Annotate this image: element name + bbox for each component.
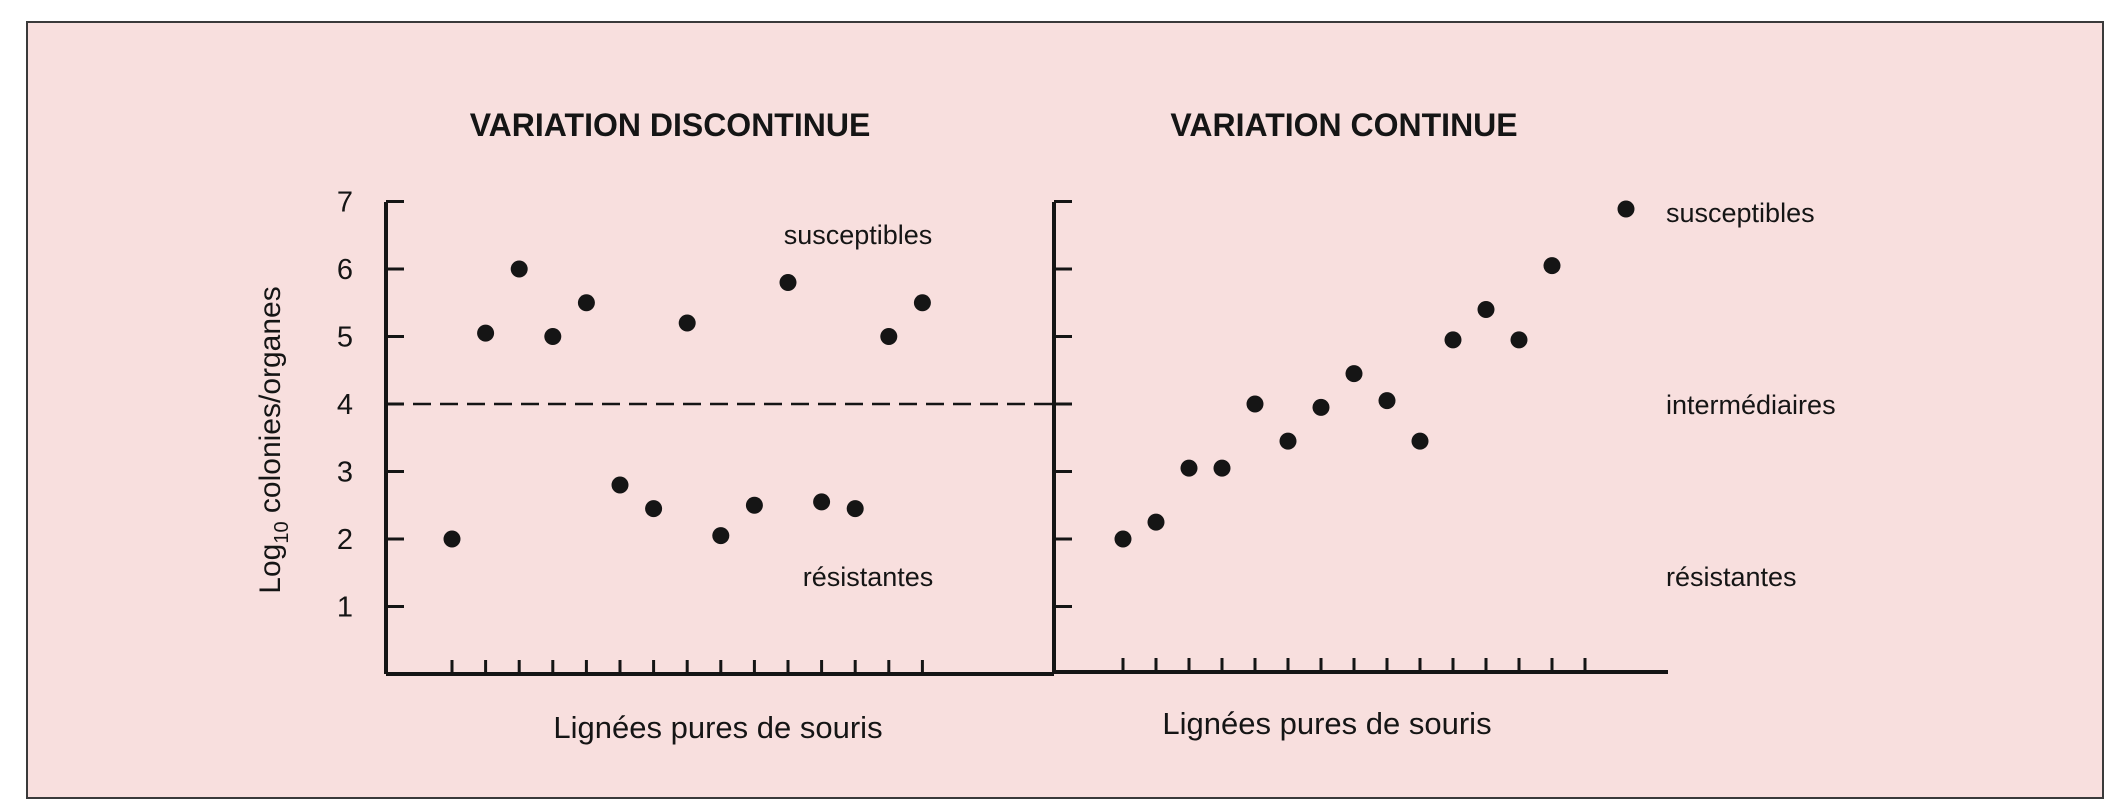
right-y-ticks bbox=[1054, 200, 1072, 608]
right-x-axis-label: Lignées pures de souris bbox=[1162, 706, 1491, 741]
right-point-2 bbox=[1147, 513, 1165, 531]
right-points bbox=[1114, 257, 1561, 548]
left-point-15 bbox=[913, 294, 931, 312]
right-panel: VARIATION CONTINUE susceptibles interméd… bbox=[1052, 107, 1836, 741]
y-tick-label-4: 4 bbox=[337, 389, 353, 421]
y-axis-label-log: Log bbox=[254, 544, 287, 594]
right-point-14 bbox=[1543, 257, 1561, 275]
right-point-9 bbox=[1378, 392, 1396, 410]
left-point-14 bbox=[880, 328, 898, 345]
y-tick-label-5: 5 bbox=[337, 322, 353, 354]
left-point-8 bbox=[678, 314, 696, 332]
left-chart-title: VARIATION DISCONTINUE bbox=[470, 107, 871, 143]
legend-dot-susceptibles bbox=[1617, 200, 1635, 218]
legend-susceptibles: susceptibles bbox=[1666, 198, 1815, 228]
right-point-1 bbox=[1114, 530, 1132, 548]
left-point-5 bbox=[577, 294, 595, 312]
right-point-10 bbox=[1411, 432, 1429, 450]
right-point-5 bbox=[1246, 395, 1264, 413]
left-point-9 bbox=[712, 527, 730, 545]
y-tick-label-7: 7 bbox=[337, 187, 353, 219]
right-point-13 bbox=[1510, 331, 1528, 349]
annotation-susceptibles: susceptibles bbox=[784, 220, 933, 250]
left-point-13 bbox=[846, 500, 864, 518]
left-point-2 bbox=[477, 324, 495, 342]
left-x-ticks bbox=[450, 660, 924, 674]
right-point-6 bbox=[1279, 432, 1297, 450]
y-axis-label-subscript: 10 bbox=[271, 521, 293, 543]
legend-intermediaires: intermédiaires bbox=[1666, 390, 1836, 420]
y-tick-label-3: 3 bbox=[337, 457, 353, 489]
y-tick-label-2: 2 bbox=[337, 524, 353, 556]
left-y-ticks: 1 2 3 4 5 6 7 bbox=[337, 187, 404, 624]
left-point-10 bbox=[745, 496, 763, 514]
left-points bbox=[443, 260, 931, 548]
y-tick-label-6: 6 bbox=[337, 254, 353, 286]
right-point-3 bbox=[1180, 459, 1198, 477]
left-point-6 bbox=[611, 476, 629, 494]
right-x-ticks bbox=[1121, 658, 1587, 672]
left-point-3 bbox=[510, 260, 528, 278]
y-tick-label-1: 1 bbox=[337, 592, 353, 624]
left-point-11 bbox=[779, 274, 797, 291]
y-axis-label: Log10 colonies/organes bbox=[254, 286, 293, 593]
right-chart-title: VARIATION CONTINUE bbox=[1170, 107, 1517, 143]
right-point-8 bbox=[1345, 365, 1363, 383]
figure-frame bbox=[26, 21, 2104, 799]
right-point-12 bbox=[1477, 301, 1495, 318]
left-x-axis-label: Lignées pures de souris bbox=[553, 710, 882, 745]
right-point-4 bbox=[1213, 459, 1231, 477]
left-panel: VARIATION DISCONTINUE 1 2 3 4 5 6 7 susceptibl… bbox=[254, 107, 1054, 745]
legend-resistantes: résistantes bbox=[1666, 562, 1797, 592]
right-point-11 bbox=[1444, 331, 1462, 349]
left-point-7 bbox=[645, 500, 663, 518]
left-point-12 bbox=[813, 493, 831, 511]
left-point-1 bbox=[443, 530, 461, 548]
left-point-4 bbox=[544, 328, 562, 345]
annotation-resistantes: résistantes bbox=[803, 562, 934, 592]
y-axis-label-rest: colonies/organes bbox=[254, 286, 287, 521]
right-point-7 bbox=[1312, 398, 1330, 416]
